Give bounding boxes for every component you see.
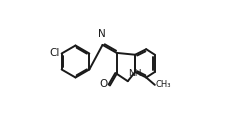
Text: NH: NH xyxy=(128,69,141,78)
Text: N: N xyxy=(98,29,105,39)
Text: Cl: Cl xyxy=(49,48,60,58)
Text: O: O xyxy=(99,79,108,89)
Text: CH₃: CH₃ xyxy=(155,80,170,89)
